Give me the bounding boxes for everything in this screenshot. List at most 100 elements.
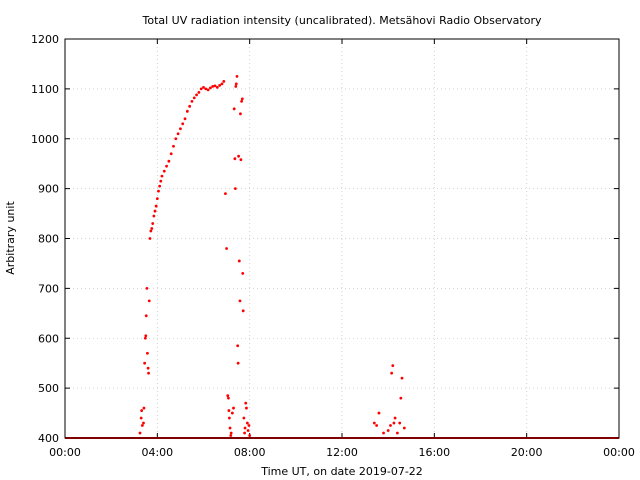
data-point (236, 361, 240, 365)
data-point (174, 137, 178, 141)
data-point (236, 344, 240, 348)
data-point (402, 426, 406, 430)
data-point (390, 371, 394, 375)
x-tick-label: 00:00 (603, 446, 635, 459)
data-point (176, 132, 180, 136)
data-point (140, 409, 144, 412)
data-point (147, 371, 150, 375)
data-point (147, 299, 151, 303)
data-point (211, 84, 215, 88)
data-point (179, 127, 182, 131)
y-axis-label: Arbitrary unit (4, 201, 17, 275)
data-point (143, 361, 147, 365)
data-point (393, 416, 397, 420)
data-point (375, 424, 379, 427)
data-point (227, 416, 231, 420)
data-point (246, 429, 250, 432)
data-point (192, 96, 196, 100)
data-point (145, 286, 149, 290)
data-point (155, 197, 159, 201)
data-point (248, 434, 252, 437)
data-point (167, 159, 171, 163)
data-point (204, 87, 208, 91)
data-point (225, 247, 228, 250)
y-tick-label: 1200 (31, 33, 59, 46)
data-point (143, 336, 147, 340)
axis-ticks: 400 500 600 700 800 900 1000 1100 1200 00:00 04:00… (31, 33, 635, 459)
y-tick-label: 1100 (31, 83, 59, 96)
data-point (162, 169, 166, 173)
data-point (226, 394, 230, 398)
data-point (190, 99, 194, 103)
data-point (243, 431, 246, 435)
data-point (160, 174, 164, 178)
y-tick-label: 700 (38, 282, 59, 295)
data-point (150, 227, 154, 230)
data-point (146, 351, 149, 355)
y-tick-label: 800 (38, 233, 59, 246)
x-tick-label: 00:00 (49, 446, 81, 459)
data-point (398, 421, 402, 425)
x-tick-label: 20:00 (511, 446, 543, 459)
data-point (227, 409, 231, 412)
data-point (209, 86, 212, 90)
y-tick-label: 1000 (31, 133, 59, 146)
data-point (400, 376, 404, 380)
data-point (206, 88, 210, 92)
data-point (235, 75, 239, 78)
data-point (142, 421, 145, 425)
data-point (144, 314, 148, 318)
data-point (228, 426, 232, 430)
data-point (218, 83, 222, 87)
data-point (234, 82, 238, 86)
data-point (215, 85, 219, 89)
data-point (243, 426, 247, 430)
y-tick-label: 900 (38, 183, 59, 196)
data-point (148, 237, 152, 240)
data-point (244, 401, 248, 405)
data-point (224, 192, 227, 196)
grid-lines (65, 39, 619, 438)
y-tick-label: 500 (38, 382, 59, 395)
data-point (165, 164, 168, 168)
data-point (139, 416, 143, 420)
data-point (144, 334, 148, 338)
data-point (199, 87, 203, 91)
data-point (399, 396, 403, 400)
data-point (240, 97, 244, 101)
data-point (154, 204, 158, 208)
data-point (169, 152, 173, 156)
data-point (159, 179, 163, 183)
data-point (239, 158, 243, 162)
data-point (239, 112, 242, 116)
data-point (396, 431, 399, 435)
data-point (185, 109, 189, 113)
x-tick-label: 16:00 (418, 446, 450, 459)
data-point (195, 93, 198, 97)
data-point (229, 431, 233, 435)
data-point (146, 366, 150, 370)
data-point (241, 309, 245, 313)
data-point (202, 85, 205, 89)
data-point (247, 424, 251, 427)
data-point (153, 209, 157, 213)
data-point (372, 421, 376, 425)
x-axis-label: Time UT, on date 2019-07-22 (260, 465, 423, 478)
data-point (386, 429, 390, 432)
data-point (157, 189, 160, 193)
data-point (242, 416, 246, 420)
data-point (232, 107, 236, 111)
data-point (181, 122, 185, 126)
data-point (222, 79, 226, 83)
data-point (183, 117, 187, 121)
x-tick-label: 04:00 (141, 446, 173, 459)
data-point (233, 157, 237, 161)
data-point (158, 184, 162, 188)
data-point (140, 424, 144, 427)
data-point (149, 229, 153, 233)
x-tick-label: 08:00 (234, 446, 266, 459)
data-point (152, 214, 156, 218)
data-point (241, 272, 245, 275)
data-point (188, 104, 192, 108)
data-point (377, 411, 381, 415)
